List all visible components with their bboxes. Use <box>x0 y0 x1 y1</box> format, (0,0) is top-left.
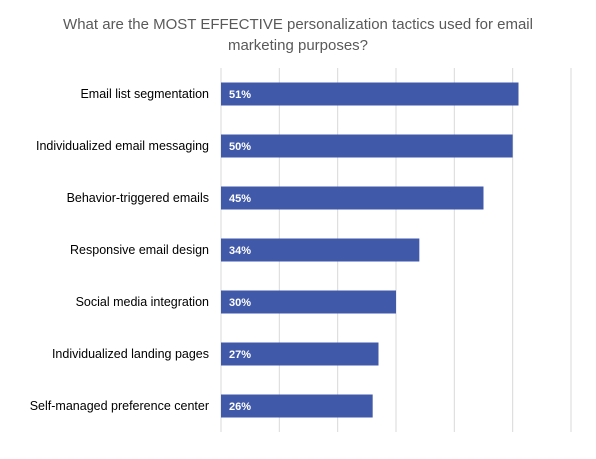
category-labels: Email list segmentation Individualized em… <box>30 87 209 413</box>
category-label: Responsive email design <box>70 243 209 257</box>
data-label: 30% <box>229 297 251 309</box>
category-label: Individualized landing pages <box>52 347 209 361</box>
data-label: 34% <box>229 245 251 257</box>
data-label: 26% <box>229 401 251 413</box>
bar <box>221 238 420 262</box>
bar <box>221 82 519 106</box>
category-label: Social media integration <box>76 295 209 309</box>
data-label: 27% <box>229 349 251 361</box>
bar <box>221 134 513 158</box>
grid-lines <box>220 68 572 432</box>
category-label: Behavior-triggered emails <box>67 191 209 205</box>
category-label: Self-managed preference center <box>30 399 209 413</box>
bars: 51% 50% 45% 34% 30% 27% 26% <box>221 82 519 418</box>
category-label: Email list segmentation <box>80 87 209 101</box>
bar <box>221 342 379 366</box>
bar <box>221 394 373 418</box>
category-label: Individualized email messaging <box>36 139 209 153</box>
data-label: 51% <box>229 89 251 101</box>
bar <box>221 186 484 210</box>
data-label: 50% <box>229 141 251 153</box>
data-label: 45% <box>229 193 251 205</box>
chart-title: What are the MOST EFFECTIVE personalizat… <box>63 16 533 54</box>
bar <box>221 290 396 314</box>
